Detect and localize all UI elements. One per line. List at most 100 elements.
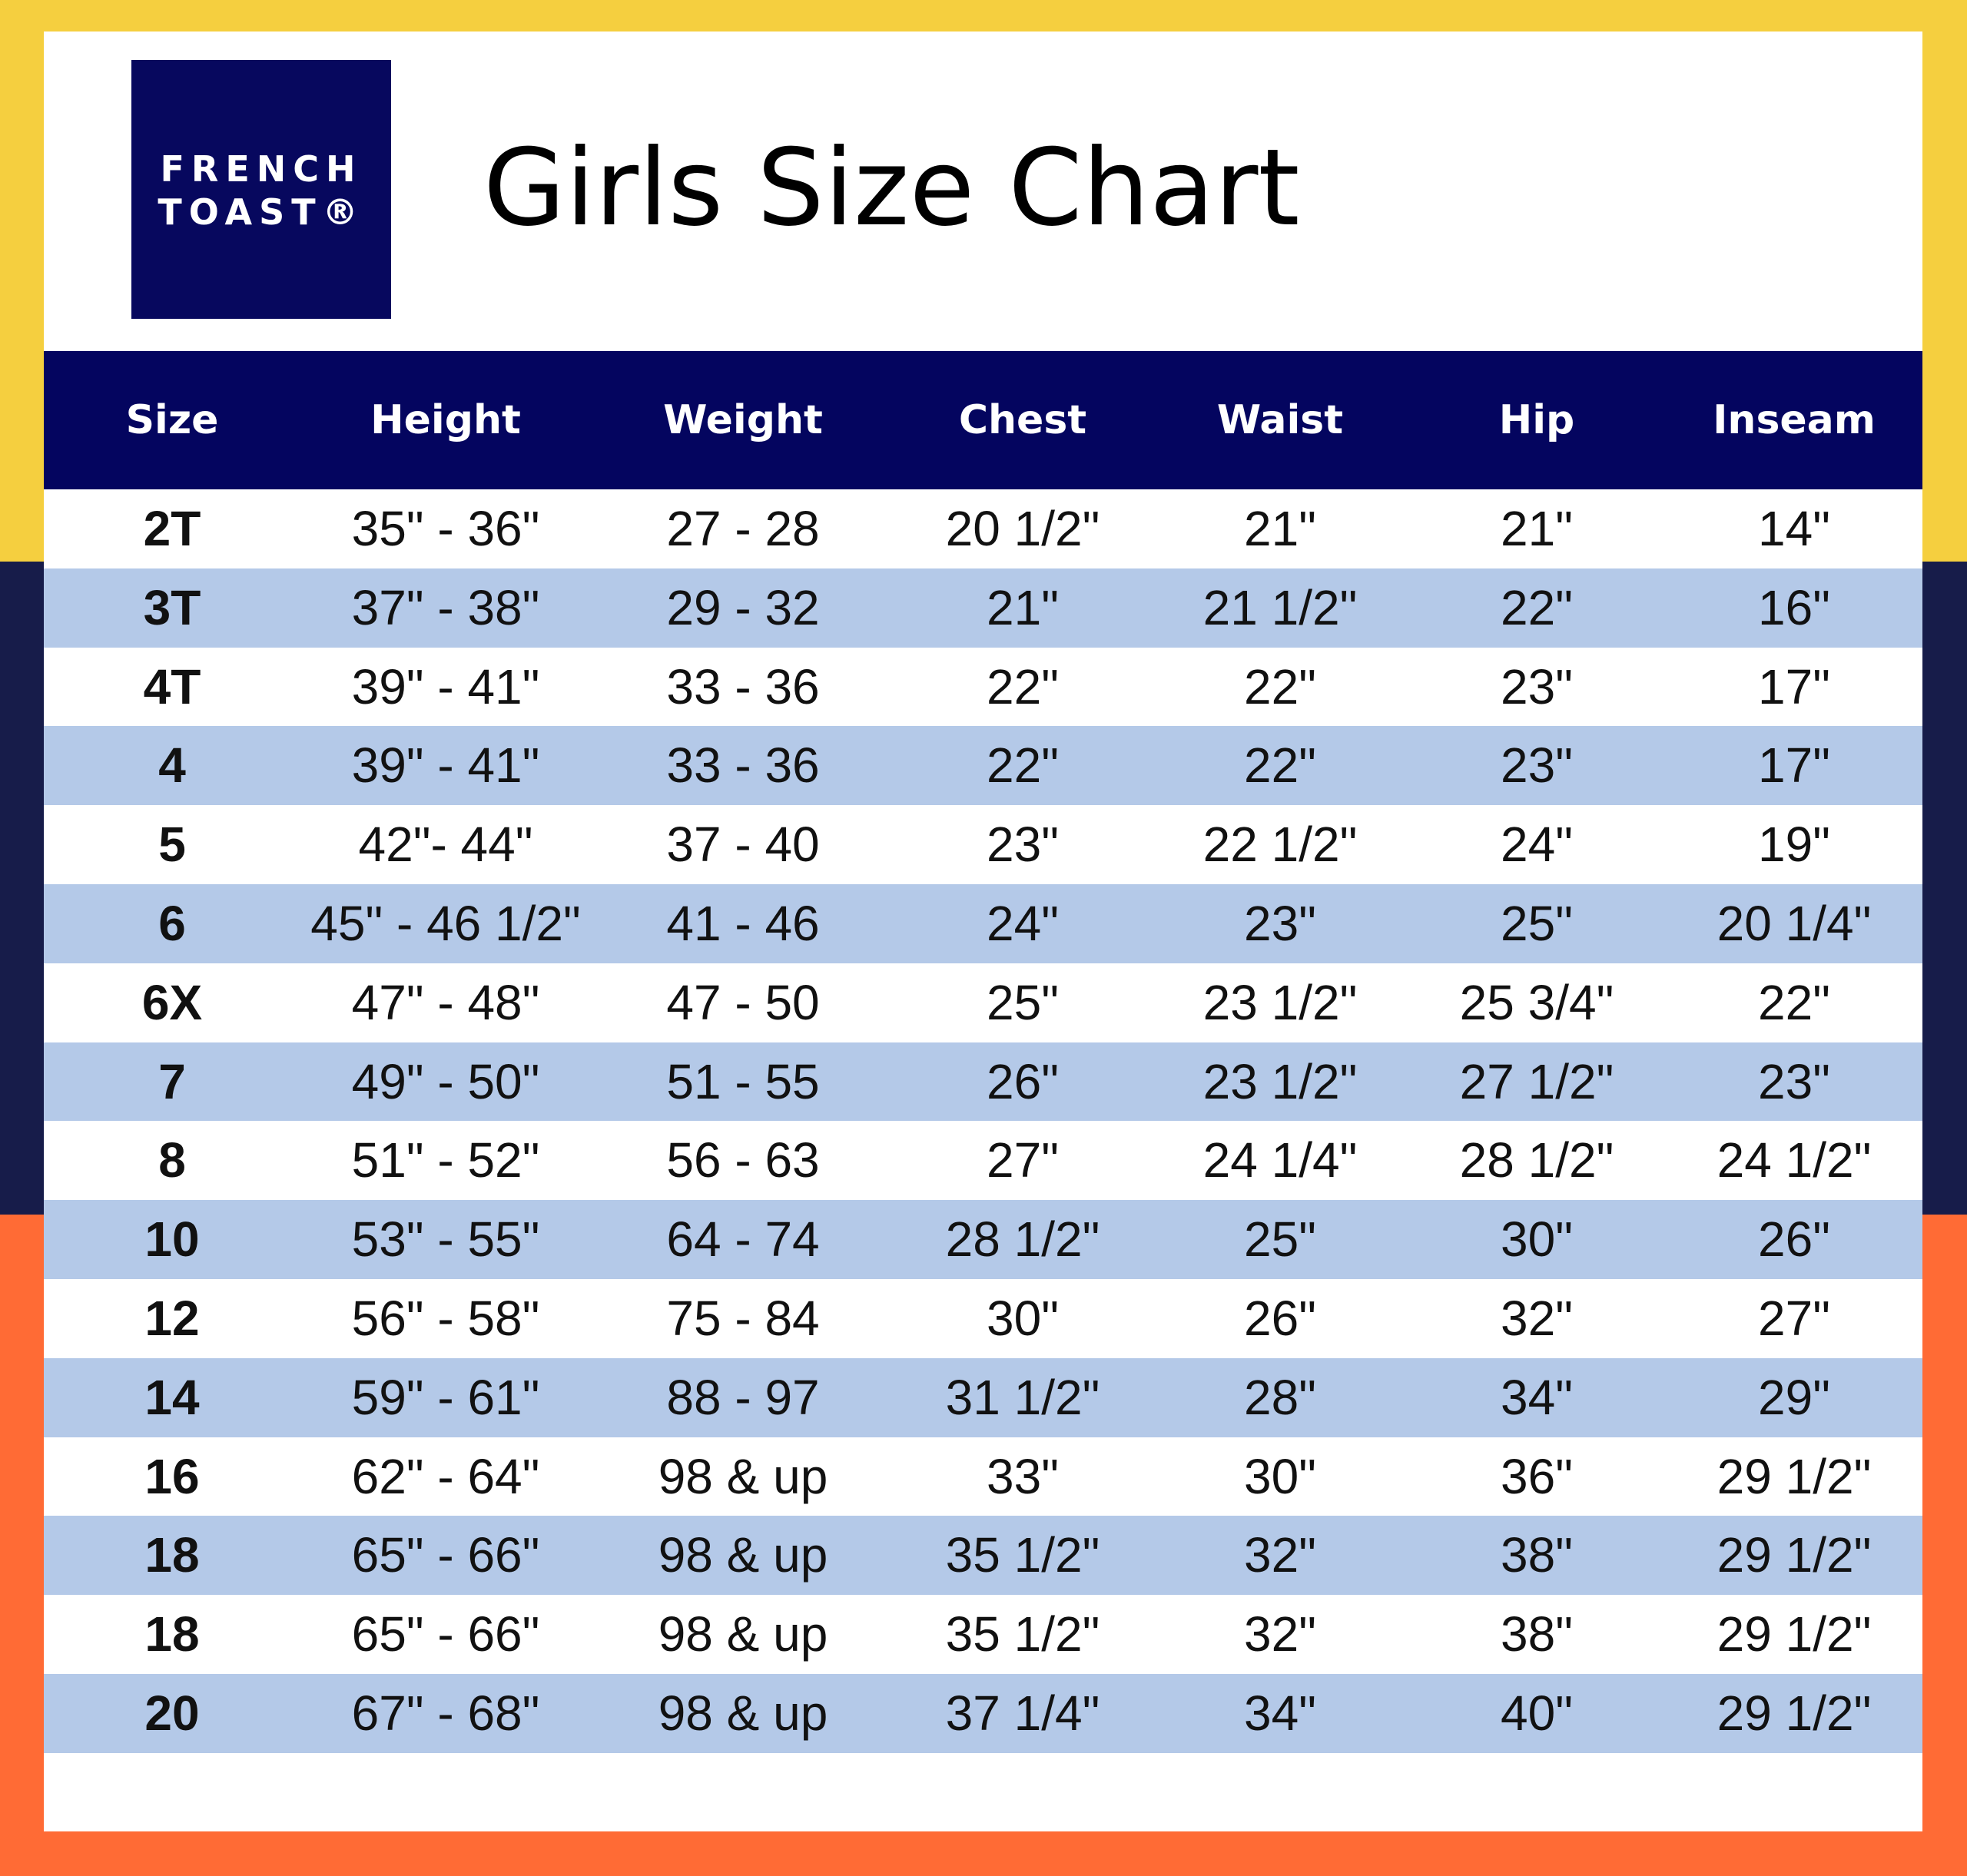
table-row: 5 42"- 44" 37 - 40 23" 22 1/2" 24" 19" [44,805,1922,885]
table-cell: 22 1/2" [1202,817,1358,873]
table-cell: 33 - 36 [666,737,820,794]
table-cell: 29 1/2" [1717,1527,1872,1583]
table-cell: 21" [987,579,1059,635]
column-header: Hip [1498,397,1575,443]
table-cell: 29" [1758,1369,1830,1425]
table-cell: 29 1/2" [1717,1448,1872,1504]
table-cell: 37 - 40 [666,817,820,873]
table-row: 2T 35" - 36" 27 - 28 20 1/2" 21" 21" 14" [44,489,1922,568]
table-cell: 26" [1244,1291,1316,1346]
table-cell: 67" - 68" [351,1685,540,1741]
table-cell: 34" [1501,1369,1573,1425]
table-cell: 10 [144,1211,200,1268]
column-header: Waist [1216,397,1344,443]
table-cell: 27" [1758,1291,1830,1346]
table-cell: 24 1/4" [1202,1132,1358,1188]
table-cell: 34" [1244,1685,1316,1741]
table-cell: 41 - 46 [666,896,820,951]
table-cell: 8 [158,1132,186,1188]
table-cell: 23" [1501,658,1573,714]
table-cell: 22" [987,658,1059,714]
table-cell: 14 [144,1369,200,1425]
table-cell: 24 1/2" [1717,1132,1872,1188]
table-cell: 20 [144,1685,200,1741]
table-header: Size Height Weight Chest Waist Hip Inseam [44,351,1922,489]
table-cell: 25" [1244,1211,1316,1268]
table-cell: 23" [1501,737,1573,794]
table-cell: 28 1/2" [945,1211,1100,1268]
table-cell: 21" [1244,501,1316,556]
table-cell: 49" - 50" [351,1053,540,1109]
table-cell: 22" [1244,737,1316,794]
table-cell: 98 & up [658,1527,828,1583]
table-cell: 4T [143,658,201,714]
table-row: 6 45" - 46 1/2" 41 - 46 24" 23" 25" 20 1/4" [44,884,1922,963]
table-cell: 33" [987,1448,1059,1504]
table-cell: 35 1/2" [945,1606,1100,1662]
table-cell: 32" [1244,1606,1316,1662]
table-cell: 62" - 64" [351,1448,540,1504]
table-cell: 29 1/2" [1717,1685,1872,1741]
table-row: 3T 37" - 38" 29 - 32 21" 21 1/2" 22" 16" [44,568,1922,648]
table-cell: 7 [158,1053,186,1109]
column-header: Height [370,397,521,443]
table-cell: 25" [987,974,1059,1030]
table-cell: 47 - 50 [666,974,820,1030]
table-cell: 47" - 48" [351,974,540,1030]
table-cell: 98 & up [658,1685,828,1741]
table-cell: 56 - 63 [666,1132,820,1188]
table-cell: 5 [158,817,186,873]
column-header: Size [125,397,219,443]
table-cell: 33 - 36 [666,658,820,714]
table-row: 4T 39" - 41" 33 - 36 22" 22" 23" 17" [44,647,1922,727]
table-cell: 64 - 74 [666,1211,820,1268]
table-cell: 19" [1758,817,1830,873]
table-cell: 6 [158,896,186,951]
table-cell: 53" - 55" [351,1211,540,1268]
table-cell: 23" [1244,896,1316,951]
table-cell: 88 - 97 [666,1369,820,1425]
table-cell: 37 1/4" [945,1685,1100,1741]
table-cell: 29 1/2" [1717,1606,1872,1662]
table-cell: 17" [1758,658,1830,714]
table-cell: 4 [158,737,186,794]
table-row: 8 51" - 52" 56 - 63 27" 24 1/4" 28 1/2" 24 1/2… [44,1121,1922,1201]
table-cell: 27 1/2" [1459,1053,1614,1109]
table-cell: 31 1/2" [945,1369,1100,1425]
table-cell: 38" [1501,1527,1573,1583]
table-cell: 17" [1758,737,1830,794]
table-cell: 45" - 46 1/2" [310,896,581,951]
table-cell: 30" [1244,1448,1316,1504]
table-cell: 42"- 44" [358,817,533,873]
table-cell: 6X [141,974,203,1030]
table-cell: 28" [1244,1369,1316,1425]
table-cell: 22" [1244,658,1316,714]
table-cell: 75 - 84 [666,1291,820,1346]
table-cell: 3T [143,579,201,635]
table-cell: 98 & up [658,1606,828,1662]
table-cell: 21" [1501,501,1573,556]
table-cell: 36" [1501,1448,1573,1504]
table-row: 6X 47" - 48" 47 - 50 25" 23 1/2" 25 3/4" 22" [44,963,1922,1042]
table-cell: 21 1/2" [1202,579,1358,635]
logo: FRENCH TOAST® [131,60,391,319]
table-cell: 26" [987,1053,1059,1109]
table-cell: 38" [1501,1606,1573,1662]
column-header: Inseam [1713,397,1876,443]
table-row: 7 49" - 50" 51 - 55 26" 23 1/2" 27 1/2" 23" [44,1042,1922,1122]
table-cell: 30" [987,1291,1059,1346]
table-cell: 23 1/2" [1202,1053,1358,1109]
table-cell: 56" - 58" [351,1291,540,1346]
table-cell: 65" - 66" [351,1606,540,1662]
table-cell: 39" - 41" [351,658,540,714]
title: Girls Size Chart [483,126,1300,250]
column-header: Chest [958,397,1087,443]
table-cell: 23" [1758,1053,1830,1109]
table-cell: 32" [1244,1527,1316,1583]
table-cell: 35 1/2" [945,1527,1100,1583]
table-cell: 51 - 55 [666,1053,820,1109]
table-cell: 39" - 41" [351,737,540,794]
table-cell: 20 1/4" [1717,896,1872,951]
table-cell: 29 - 32 [666,579,820,635]
table-cell: 51" - 52" [351,1132,540,1188]
